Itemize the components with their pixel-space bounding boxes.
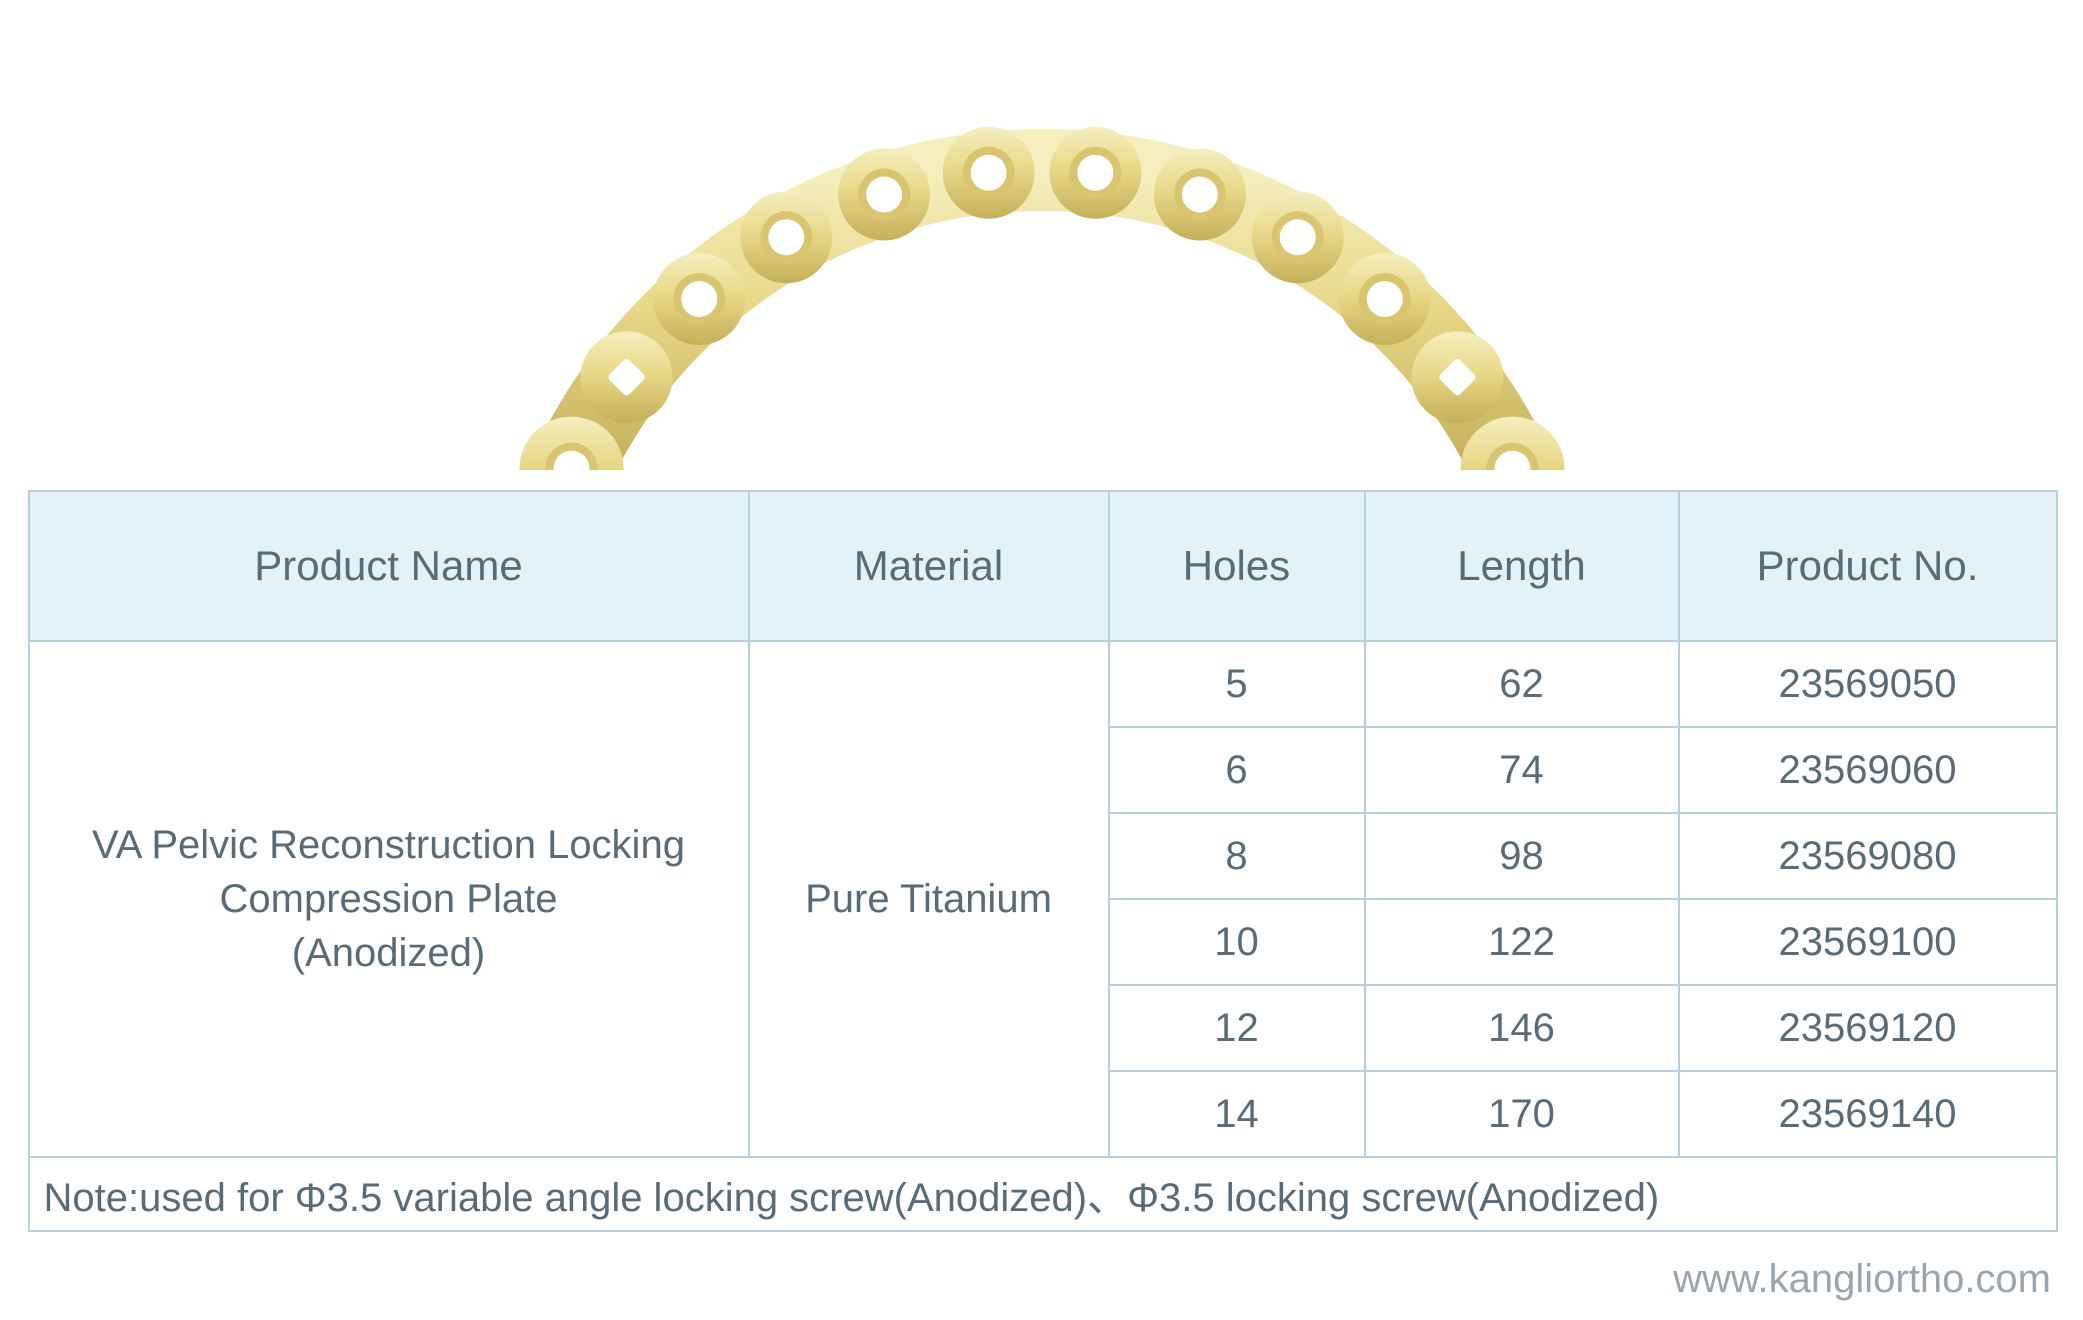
holes-cell: 5 <box>1109 641 1365 727</box>
holes-cell: 10 <box>1109 899 1365 985</box>
note-cell: Note:used for Φ3.5 variable angle lockin… <box>29 1157 2057 1231</box>
product_no-cell: 23569050 <box>1679 641 2057 727</box>
col-header: Product Name <box>29 491 749 641</box>
length-cell: 74 <box>1365 727 1679 813</box>
length-cell: 146 <box>1365 985 1679 1071</box>
footer-url: www.kangliortho.com <box>1673 1257 2051 1302</box>
holes-cell: 8 <box>1109 813 1365 899</box>
length-cell: 122 <box>1365 899 1679 985</box>
table-header-row: Product NameMaterialHolesLengthProduct N… <box>29 491 2057 641</box>
length-cell: 170 <box>1365 1071 1679 1157</box>
spec-table: Product NameMaterialHolesLengthProduct N… <box>28 490 2058 1232</box>
col-header: Product No. <box>1679 491 2057 641</box>
product_no-cell: 23569120 <box>1679 985 2057 1071</box>
product-name-cell: VA Pelvic Reconstruction LockingCompress… <box>29 641 749 1157</box>
product_no-cell: 23569080 <box>1679 813 2057 899</box>
holes-cell: 12 <box>1109 985 1365 1071</box>
note-row: Note:used for Φ3.5 variable angle lockin… <box>29 1157 2057 1231</box>
product-image <box>0 0 2083 490</box>
product_no-cell: 23569140 <box>1679 1071 2057 1157</box>
holes-cell: 6 <box>1109 727 1365 813</box>
col-header: Holes <box>1109 491 1365 641</box>
table-row: VA Pelvic Reconstruction LockingCompress… <box>29 641 2057 727</box>
product_no-cell: 23569060 <box>1679 727 2057 813</box>
product_no-cell: 23569100 <box>1679 899 2057 985</box>
col-header: Length <box>1365 491 1679 641</box>
col-header: Material <box>749 491 1109 641</box>
material-cell: Pure Titanium <box>749 641 1109 1157</box>
length-cell: 62 <box>1365 641 1679 727</box>
length-cell: 98 <box>1365 813 1679 899</box>
spec-table-wrap: Product NameMaterialHolesLengthProduct N… <box>28 490 2056 1232</box>
holes-cell: 14 <box>1109 1071 1365 1157</box>
